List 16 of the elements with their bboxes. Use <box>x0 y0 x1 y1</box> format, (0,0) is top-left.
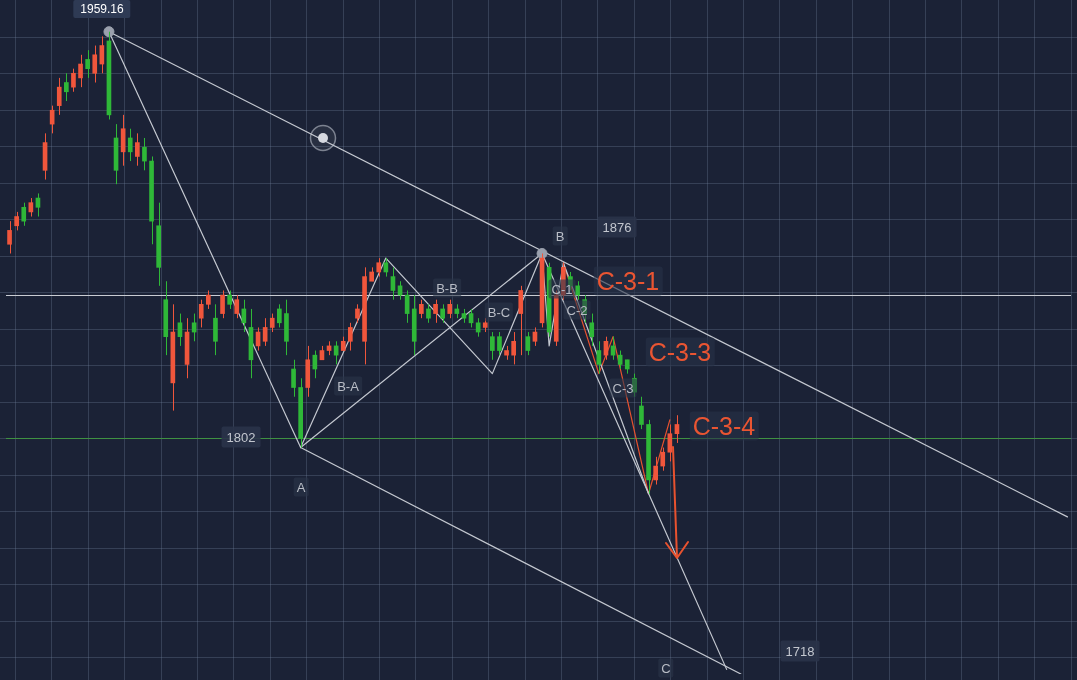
annotation: B-A <box>334 376 362 396</box>
annotation: C-1 <box>548 279 576 299</box>
annotation: 1876 <box>597 216 637 238</box>
annotation: C-3-3 <box>645 337 715 367</box>
text: 1718 <box>780 640 820 662</box>
text: C <box>658 658 674 678</box>
annotation: C-2 <box>563 300 591 320</box>
text: 1959.16 <box>73 0 131 18</box>
annotation: B-B <box>433 278 461 298</box>
annotation: C-3-1 <box>593 266 663 296</box>
annotation: A <box>293 477 309 497</box>
annotation: C-3-4 <box>689 411 759 441</box>
annotation: B <box>552 226 568 246</box>
annotation: B-C <box>484 302 514 322</box>
annotation: C-3 <box>609 378 637 398</box>
annotation: 1802 <box>221 426 261 448</box>
